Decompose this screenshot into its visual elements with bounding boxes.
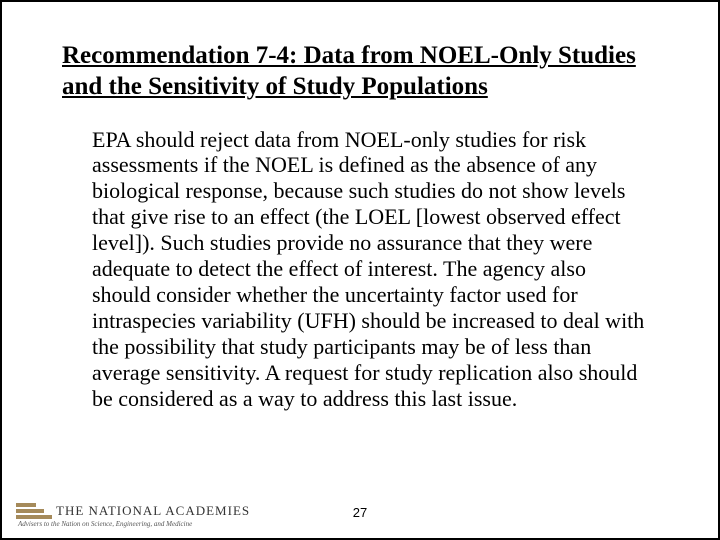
logo-title-text: THE NATIONAL ACADEMIES: [56, 503, 250, 519]
logo-bars-icon: [16, 503, 52, 519]
recommendation-body: EPA should reject data from NOEL-only st…: [62, 127, 658, 412]
logo-top-row: THE NATIONAL ACADEMIES: [16, 503, 250, 519]
recommendation-heading: Recommendation 7-4: Data from NOEL-Only …: [62, 40, 658, 103]
logo-subtitle-text: Advisers to the Nation on Science, Engin…: [18, 520, 250, 528]
national-academies-logo: THE NATIONAL ACADEMIES Advisers to the N…: [16, 503, 250, 528]
page-number: 27: [353, 505, 367, 520]
slide-footer: THE NATIONAL ACADEMIES Advisers to the N…: [2, 490, 718, 530]
slide-content: Recommendation 7-4: Data from NOEL-Only …: [2, 2, 718, 412]
